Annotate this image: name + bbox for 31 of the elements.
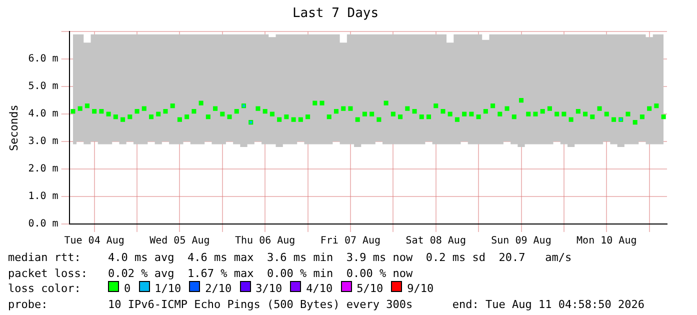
text: 0 [124, 281, 131, 296]
text: 10 IPv6-ICMP Echo Pings (500 Bytes) every 300s [108, 296, 413, 312]
y-tick-label: 5.0 m [28, 81, 58, 92]
text: packet loss: [8, 266, 88, 281]
text: 3/10 [256, 281, 282, 296]
x-tick-label: Mon 10 Aug [576, 236, 637, 247]
y-tick-label: 1.0 m [28, 191, 58, 202]
text: 2/10 [205, 281, 232, 296]
text: loss color: [8, 281, 82, 296]
x-tick-label: Wed 05 Aug [150, 236, 210, 247]
y-tick-label: 0.0 m [28, 218, 58, 230]
text: 5/10 [356, 281, 384, 296]
text: end: Tue Aug 11 04:58:50 2026 [452, 296, 644, 312]
text: 4/10 [306, 281, 333, 296]
x-tick-label: Sat 08 Aug [406, 236, 466, 247]
y-tick-label: 6.0 m [28, 54, 58, 65]
text: median rtt: [8, 250, 82, 266]
chart-title: Last 7 Days [292, 6, 379, 22]
text: 4.0 ms avg 4.6 ms max 3.6 ms min 3.9 ms now 0.2 ms sd 20.7 am/s [108, 250, 572, 266]
y-tick-label: 2.0 m [28, 164, 58, 175]
text: 9/10 [407, 281, 434, 296]
x-tick-label: Thu 06 Aug [234, 236, 296, 247]
text: 1/10 [154, 281, 182, 296]
x-tick-label: Tue 04 Aug [64, 236, 124, 247]
x-tick-label: Sun 09 Aug [491, 236, 552, 247]
y-tick-label: 3.0 m [28, 136, 58, 148]
text: 0.02 % avg 1.67 % max 0.00 % min 0.00 % now [108, 266, 413, 281]
x-tick-label: Fri 07 Aug [320, 236, 381, 247]
y-axis-title: Seconds [7, 104, 20, 151]
y-tick-label: 4.0 m [28, 108, 58, 120]
text: probe: [8, 296, 49, 312]
